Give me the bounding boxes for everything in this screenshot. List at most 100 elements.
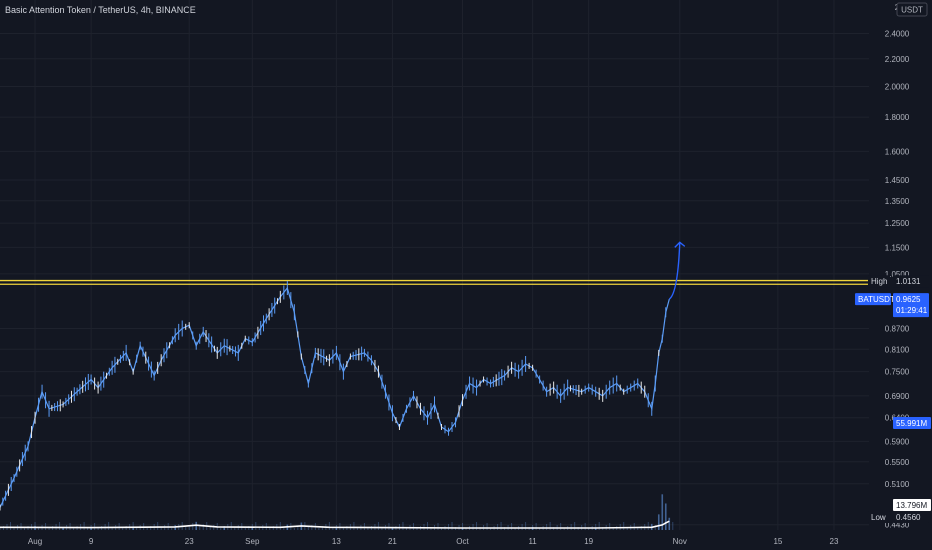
price-axis[interactable]: 2.4000 2.2000 2.0000 1.8000 1.6000 1.4500 1.35… [885, 2, 928, 530]
time-tick-label-4: 13 [332, 537, 341, 546]
price-tick-label-7: 1.2500 [885, 219, 910, 228]
currency-selector[interactable]: USDT [896, 2, 928, 17]
last-price-symbol-tag-box [855, 293, 891, 306]
projection-arrow[interactable] [668, 241, 686, 300]
price-tick-label-0: 2.4000 [885, 29, 910, 38]
volume-noise-97 [339, 523, 341, 530]
volume-noise-50 [174, 526, 176, 530]
volume-noise-61 [213, 525, 215, 530]
grid [0, 0, 869, 530]
volume-ma-tag-box [893, 499, 931, 511]
volume-ma-tag-text: 13.796M [896, 501, 927, 510]
volume-noise-126 [441, 528, 443, 530]
price-tick-label-1: 2.2000 [885, 55, 910, 64]
volume-noise-179 [626, 527, 628, 530]
time-axis[interactable]: Aug 9 23 Sep 13 21 Oct 11 19 Nov 15 23 [28, 537, 839, 546]
volume-bar-18 [664, 503, 667, 530]
volume-noise-57 [199, 526, 201, 530]
volume-noise-58 [202, 524, 204, 530]
volume-noise-64 [223, 526, 225, 530]
volume-noise-160 [560, 523, 562, 530]
volume-noise-73 [255, 522, 257, 530]
high-value-tag-text: 1.0131 [896, 277, 921, 286]
volume-noise-122 [426, 522, 428, 530]
low-value-tag: 0.4560 [893, 511, 929, 523]
last-price-value: 0.9625 [896, 295, 921, 304]
volume-current-tag: 55.991M [893, 417, 931, 429]
volume-noise-112 [391, 528, 393, 530]
volume-noise-108 [377, 522, 379, 530]
time-tick-label-6: Oct [456, 537, 469, 546]
volume-noise-34 [118, 523, 120, 530]
price-tick-label-3: 1.8000 [885, 113, 910, 122]
volume-noise-56 [195, 528, 197, 530]
volume-noise-14 [48, 528, 50, 530]
volume-noise-139 [486, 523, 488, 530]
volume-noise-24 [83, 522, 85, 530]
volume-noise-21 [73, 528, 75, 530]
volume-noise-174 [609, 523, 611, 530]
volume-noise-119 [416, 528, 418, 530]
exchange-label: BINANCE [155, 5, 196, 15]
last-price-symbol-tag-text: BATUSDT [858, 295, 895, 304]
volume-noise-167 [584, 523, 586, 530]
volume-noise-98 [342, 528, 344, 530]
volume-noise-38 [132, 522, 134, 530]
price-tick-label-8: 1.1500 [885, 243, 910, 252]
volume-current-tag-box [893, 417, 931, 429]
price-series [0, 281, 670, 511]
high-label-tag-box [868, 275, 890, 288]
volume-noise-111 [388, 523, 390, 530]
volume-noise-182 [637, 528, 639, 530]
volume-noise-128 [448, 524, 450, 530]
volume-ma [0, 520, 670, 529]
volume-noise-147 [514, 528, 516, 530]
price-tick-label-13: 0.6900 [885, 392, 910, 401]
low-value-tag-box [893, 511, 929, 523]
interval-label[interactable]: 4h [140, 5, 151, 15]
time-tick-label-1: 9 [89, 537, 94, 546]
currency-label: USDT [901, 6, 923, 15]
volume-noise-85 [297, 526, 299, 530]
volume-noise-175 [612, 528, 614, 530]
volume-noise-115 [402, 522, 404, 530]
last-price-value-tag: 0.9625 01:29:41 [893, 293, 929, 318]
volume-noise-136 [476, 522, 478, 530]
time-tick-label-5: 21 [388, 537, 397, 546]
time-tick-label-10: 15 [773, 537, 782, 546]
volume-noise-13 [45, 523, 47, 530]
volume-noise-102 [356, 527, 358, 530]
volume-noise-7 [24, 528, 26, 530]
price-tick-label-10: 0.8700 [885, 324, 910, 333]
horizontal-levels[interactable] [0, 279, 869, 285]
volume-noise-80 [279, 522, 281, 530]
volume-noise-45 [157, 522, 159, 530]
time-tick-label-7: 11 [528, 537, 537, 546]
last-price-box [893, 293, 929, 318]
volume-noise-91 [318, 528, 320, 530]
volume-noise-109 [381, 527, 383, 530]
volume-noise-55 [192, 523, 194, 530]
volume-noise-192 [672, 522, 674, 530]
volume-bar-19 [668, 517, 671, 530]
volume-noise-74 [258, 527, 260, 530]
volume-noise-187 [654, 525, 656, 530]
volume-noise-42 [146, 528, 148, 530]
price-tick-label-15: 0.5900 [885, 437, 910, 446]
volume-noise-125 [437, 523, 439, 530]
volume-noise-118 [412, 523, 414, 530]
volume-noise-11 [38, 527, 40, 530]
volume-noise-71 [248, 526, 250, 530]
high-label-tag: High [868, 275, 890, 288]
volume-noise-146 [511, 523, 513, 530]
price-tick-label-11: 0.8100 [885, 345, 910, 354]
volume-noise-0 [0, 528, 1, 530]
low-value-tag-text: 0.4560 [896, 513, 921, 522]
volume-noise-170 [595, 524, 597, 530]
volume-noise-46 [160, 527, 162, 530]
volume-noise-17 [59, 522, 61, 530]
volume-noise-105 [367, 528, 369, 530]
